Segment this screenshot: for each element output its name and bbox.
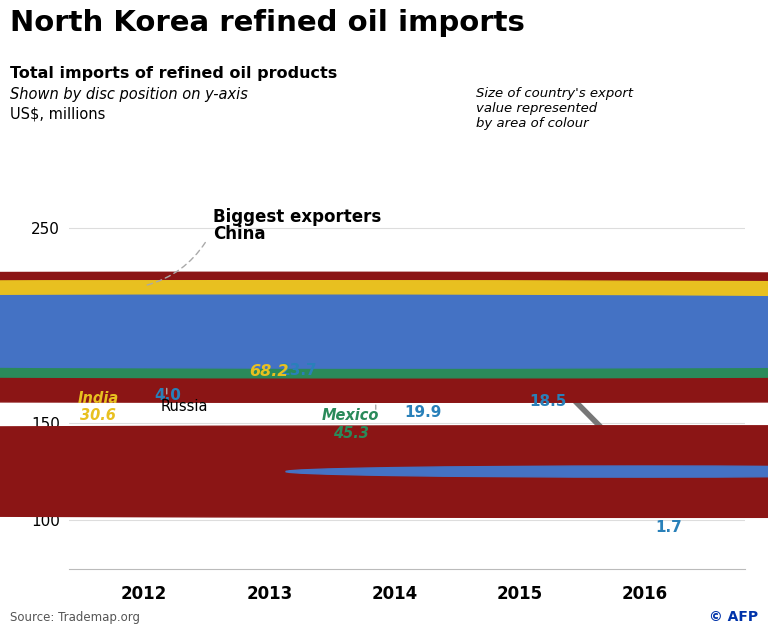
Circle shape [0,327,768,363]
Circle shape [0,281,768,351]
Circle shape [0,299,768,391]
Text: China: China [213,226,266,243]
Text: Shown by disc position on y-axis: Shown by disc position on y-axis [10,87,248,102]
Circle shape [0,272,768,360]
Text: 4.0: 4.0 [154,388,181,403]
Text: 23.7: 23.7 [280,363,317,378]
Circle shape [0,327,768,363]
Text: © AFP: © AFP [709,611,758,624]
Text: Total imports of refined oil products: Total imports of refined oil products [10,66,337,82]
Circle shape [0,320,768,378]
Text: 1.7: 1.7 [655,520,681,535]
Circle shape [286,466,768,477]
Circle shape [0,295,768,337]
Text: North Korea refined oil imports: North Korea refined oil imports [10,9,525,37]
Circle shape [0,296,768,403]
Text: Biggest exporters: Biggest exporters [213,208,381,226]
Circle shape [0,426,768,518]
Circle shape [0,308,768,355]
Circle shape [0,278,768,385]
Text: 68.2: 68.2 [250,363,289,379]
Text: Source: Trademap.org: Source: Trademap.org [10,611,140,624]
Text: 18.5: 18.5 [530,394,567,410]
Text: 19.9: 19.9 [405,405,442,420]
Text: Size of country's export
value represented
by area of colour: Size of country's export value represent… [476,87,634,130]
Circle shape [0,323,695,340]
Text: US$, millions: US$, millions [10,106,105,121]
Text: Mexico
45.3: Mexico 45.3 [322,408,379,441]
Text: India
30.6: India 30.6 [78,391,118,423]
Text: Russia: Russia [161,399,208,414]
Circle shape [0,330,768,368]
